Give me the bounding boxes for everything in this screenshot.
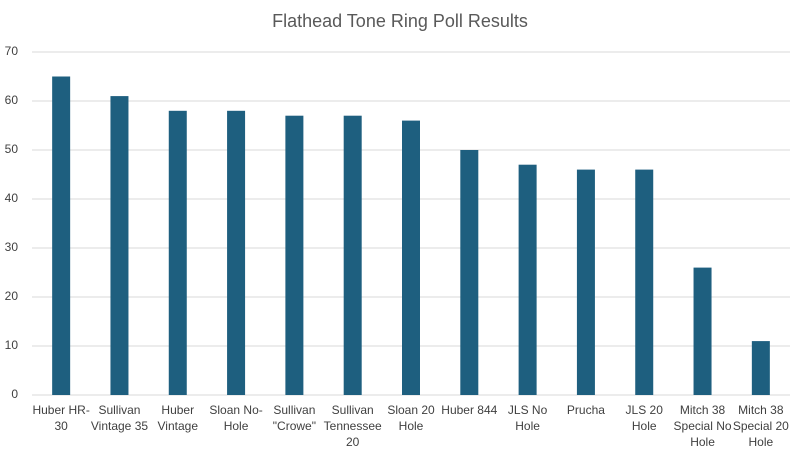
bar [460,150,479,395]
x-tick-label: Sloan 20 Hole [387,403,435,433]
x-tick-label: Huber HR-30 [32,403,89,433]
y-tick-label: 10 [5,338,19,352]
y-tick-label: 70 [5,44,19,58]
bar [635,169,654,395]
x-tick-label: Huber 844 [441,403,497,417]
x-tick-label: JLS 20 Hole [626,403,664,433]
y-tick-label: 0 [11,387,18,401]
bar [168,110,187,396]
y-tick-label: 30 [5,240,19,254]
x-tick-label: Prucha [567,403,605,417]
bar [518,164,537,395]
bar [110,96,129,395]
y-tick-label: 50 [5,142,19,156]
x-tick-label: Huber Vintage [158,403,199,433]
x-tick-label: Sullivan "Crowe" [273,403,316,433]
y-tick-label: 20 [5,289,19,303]
x-tick-label: Sullivan Tennessee 20 [324,403,382,449]
x-tick-label: Sloan No-Hole [209,403,262,433]
bar [693,267,712,395]
bar [402,120,420,395]
x-tick-label: Mitch 38 Special No Hole [674,403,732,449]
bar [576,169,595,395]
x-tick-label: JLS No Hole [508,403,548,433]
y-tick-label: 40 [5,191,19,205]
y-tick-label: 60 [5,93,19,107]
x-tick-label: Mitch 38 Special 20 Hole [733,403,789,449]
bar [285,115,304,395]
bar [227,110,246,396]
bar [52,76,71,395]
bar [751,341,770,395]
chart-title: Flathead Tone Ring Poll Results [272,11,528,31]
x-tick-label: Sullivan Vintage 35 [91,403,148,433]
bar [343,115,362,395]
